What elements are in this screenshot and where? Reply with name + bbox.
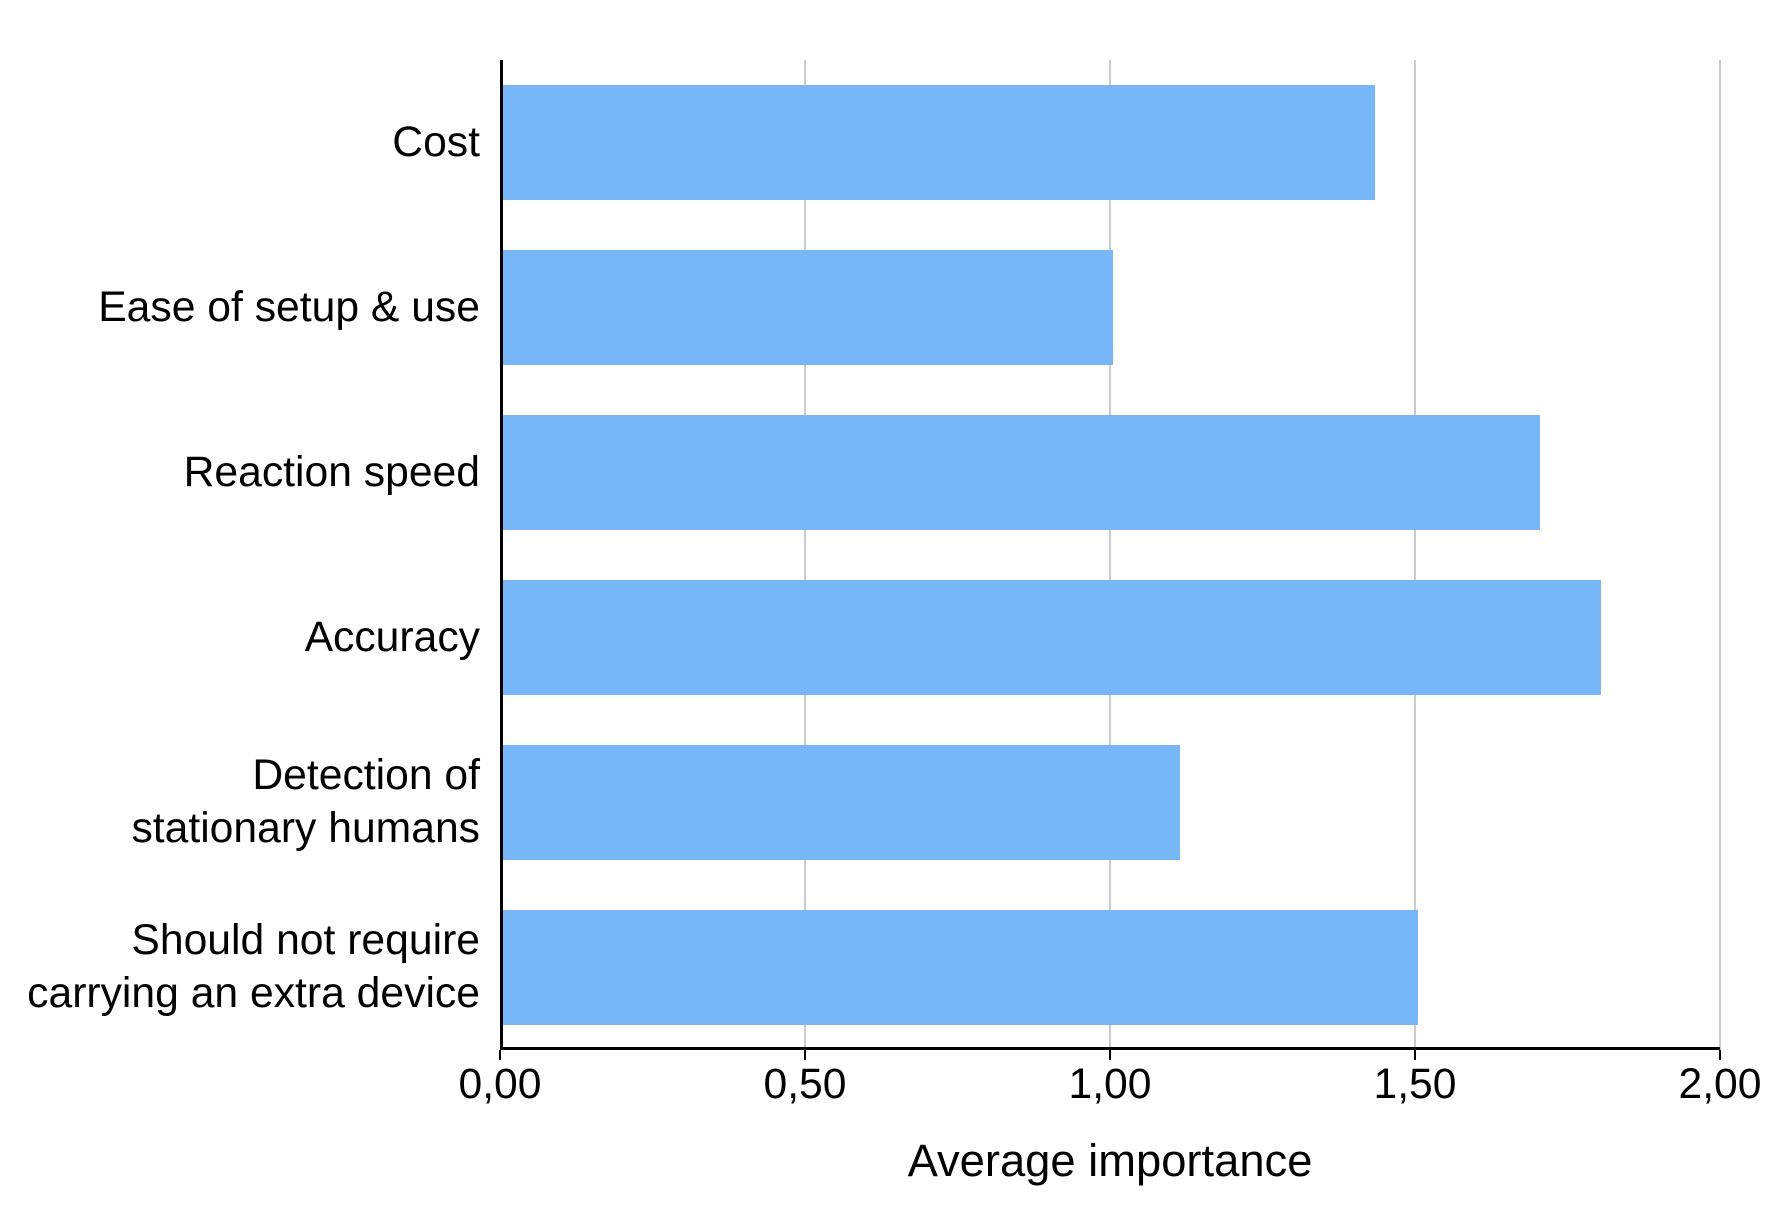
x-tick-label: 1,00	[1068, 1060, 1151, 1109]
bar	[503, 580, 1601, 696]
y-axis-label: Reaction speed	[0, 446, 480, 499]
bars-layer	[500, 60, 1720, 1050]
bar	[503, 250, 1113, 366]
y-axis-label: Cost	[0, 116, 480, 169]
x-tickmark	[1109, 1050, 1111, 1060]
x-axis-tick-labels: 0,000,501,001,502,00	[500, 1060, 1720, 1120]
y-axis-label: Should not requirecarrying an extra devi…	[0, 914, 480, 1021]
y-axis-line	[500, 60, 503, 1050]
x-axis-title: Average importance	[500, 1135, 1720, 1187]
x-tick-label: 0,50	[763, 1060, 846, 1109]
x-tickmark	[499, 1050, 501, 1060]
y-axis-labels: Cost Ease of setup & use Reaction speed Acc…	[0, 60, 480, 1050]
plot-area	[500, 60, 1720, 1050]
x-tick-label: 1,50	[1373, 1060, 1456, 1109]
bar	[503, 745, 1180, 861]
x-tickmark	[804, 1050, 806, 1060]
x-tick-label: 0,00	[458, 1060, 541, 1109]
x-tickmark	[1414, 1050, 1416, 1060]
x-tickmark	[1719, 1050, 1721, 1060]
bar	[503, 415, 1540, 531]
y-axis-label: Accuracy	[0, 611, 480, 664]
bar	[503, 85, 1375, 201]
x-tick-label: 2,00	[1678, 1060, 1761, 1109]
y-axis-label: Ease of setup & use	[0, 281, 480, 334]
bar	[503, 910, 1418, 1026]
chart-container: Cost Ease of setup & use Reaction speed Acc…	[0, 0, 1784, 1218]
y-axis-label: Detection ofstationary humans	[0, 749, 480, 856]
